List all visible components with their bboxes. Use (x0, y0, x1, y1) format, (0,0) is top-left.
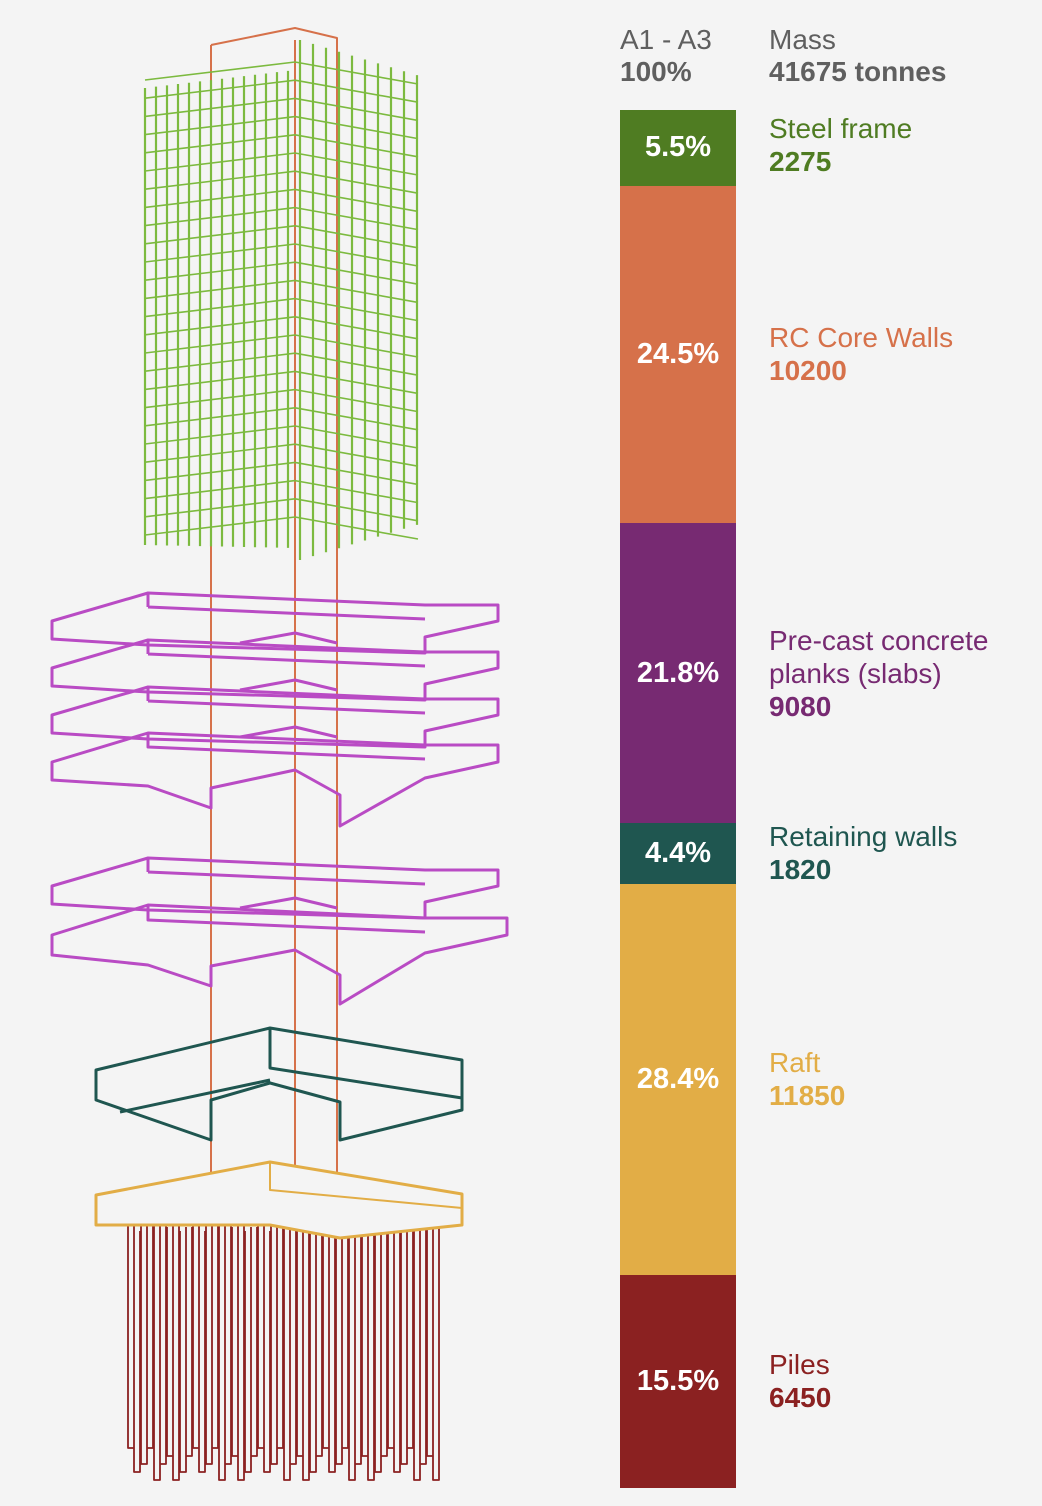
legend-entry-1: RC Core Walls 10200 (769, 321, 1039, 387)
bar-percent-label: 5.5% (644, 131, 712, 164)
slab-level-6 (50, 903, 509, 1006)
bar-segment-2: 21.8% (620, 522, 736, 824)
stage-header: A1 - A3 100% (620, 24, 712, 88)
component-mass: 2275 (769, 146, 832, 177)
legend-entry-5: Piles 6450 (769, 1348, 1039, 1414)
component-mass: 9080 (769, 690, 832, 722)
building-structure-illustration (50, 27, 509, 1481)
legend-entry-2: Pre-cast concrete planks (slabs) 9080 (769, 624, 1039, 723)
core-top-outline (210, 27, 338, 560)
bar-segment-5: 15.5% (620, 1274, 736, 1488)
stacked-mass-bar: 5.5% 24.5% 21.8% 4.4% 28.4% 15.5% (620, 110, 736, 1488)
component-name: Piles (769, 1349, 830, 1381)
mass-label: Mass (769, 24, 836, 55)
mass-header: Mass 41675 tonnes (769, 24, 946, 88)
component-name: Pre-cast concrete planks (slabs) (769, 624, 989, 689)
raft-outline (94, 1160, 464, 1240)
component-mass: 11850 (769, 1080, 846, 1112)
component-name: RC Core Walls (769, 322, 954, 354)
component-name: Steel frame (769, 113, 913, 144)
legend-entry-0: Steel frame 2275 (769, 112, 1039, 178)
component-mass: 1820 (769, 854, 832, 886)
component-mass: 6450 (769, 1382, 832, 1414)
slab-level-4 (50, 731, 500, 828)
stage-label: A1 - A3 (620, 24, 712, 55)
slab-level-5 (50, 856, 500, 920)
legend-entry-4: Raft 11850 (769, 1046, 1039, 1112)
bar-percent-label: 21.8% (636, 656, 720, 689)
mass-total-value: 41675 tonnes (769, 56, 947, 87)
component-mass: 10200 (769, 355, 847, 387)
stage-value: 100% (620, 56, 692, 87)
bar-percent-label: 28.4% (636, 1062, 720, 1095)
raft-edges (95, 1162, 463, 1225)
slab-level-3 (50, 685, 500, 749)
bar-segment-1: 24.5% (620, 185, 736, 523)
component-name: Retaining walls (769, 821, 958, 853)
retaining-walls-outline (94, 1026, 464, 1142)
bar-percent-label: 4.4% (644, 836, 712, 869)
component-name: Raft (769, 1047, 821, 1079)
bar-segment-0: 5.5% (620, 110, 736, 186)
bar-segment-3: 4.4% (620, 823, 736, 884)
bar-segment-4: 28.4% (620, 883, 736, 1275)
slab-level-2 (50, 638, 500, 702)
slab-level-1 (50, 591, 500, 655)
piles-outline (127, 1215, 440, 1481)
legend-entry-3: Retaining walls 1820 (769, 820, 1039, 886)
bar-percent-label: 24.5% (636, 337, 720, 370)
bar-percent-label: 15.5% (636, 1364, 720, 1397)
steel-frame-floors (144, 61, 419, 540)
